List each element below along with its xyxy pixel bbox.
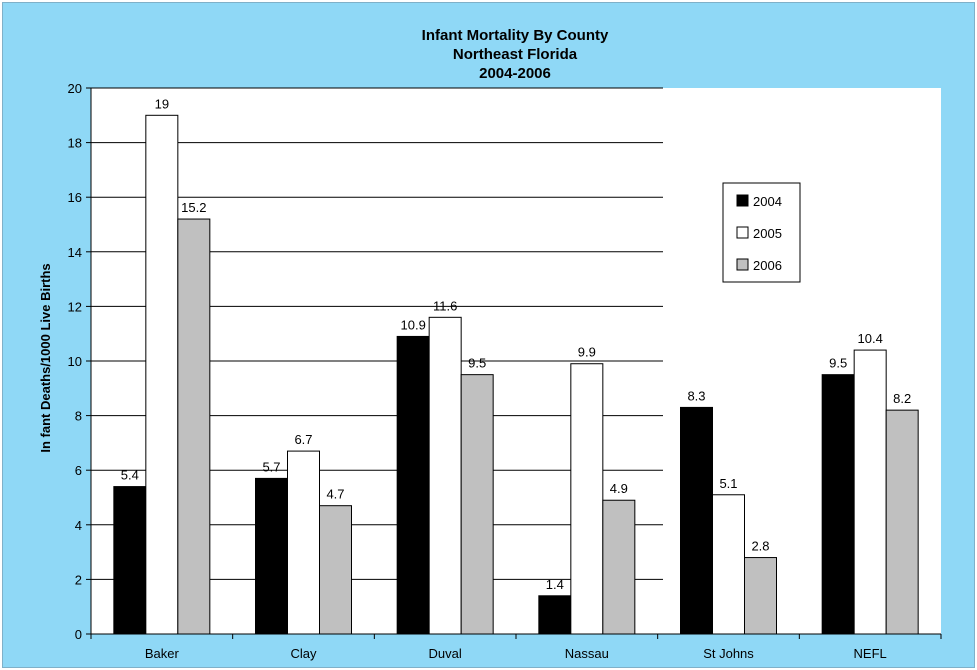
data-label: 1.4 xyxy=(546,577,564,592)
data-label: 10.9 xyxy=(401,317,426,332)
data-label: 6.7 xyxy=(294,432,312,447)
data-label: 8.2 xyxy=(893,391,911,406)
y-axis-title: In fant Deaths/1000 Live Births xyxy=(38,263,53,452)
legend-label: 2004 xyxy=(753,194,782,209)
bar-2006 xyxy=(744,557,777,635)
x-category-label: St Johns xyxy=(703,646,754,661)
infant-mortality-bar-chart: Infant Mortality By County Northeast Flo… xyxy=(38,27,942,661)
bar-2005 xyxy=(853,349,887,635)
legend-swatch xyxy=(736,258,749,271)
bar-2006 xyxy=(319,505,352,635)
y-tick-label: 10 xyxy=(68,354,82,369)
y-tick-label: 2 xyxy=(75,572,82,587)
bar-2005 xyxy=(712,494,745,635)
data-label: 5.4 xyxy=(121,468,139,483)
bar-2005 xyxy=(570,363,604,635)
y-tick-label: 8 xyxy=(75,409,82,424)
x-category-label: Clay xyxy=(290,646,317,661)
data-label: 4.9 xyxy=(610,481,628,496)
bar-2005 xyxy=(287,450,320,635)
x-category-label: NEFL xyxy=(854,646,887,661)
data-label: 5.7 xyxy=(262,459,280,474)
data-label: 19 xyxy=(155,96,169,111)
y-tick-label: 12 xyxy=(68,299,82,314)
bar-2004 xyxy=(113,486,147,635)
y-tick-label: 4 xyxy=(75,518,82,533)
x-category-label: Baker xyxy=(145,646,180,661)
plot-area: 0 2 4 6 8 10 12 14 16 18 20 5.4 19 15.2 Baker 5.7 6.7 4.7… xyxy=(68,81,942,661)
data-label: 15.2 xyxy=(181,200,206,215)
y-tick-label: 6 xyxy=(75,463,82,478)
data-label: 10.4 xyxy=(858,331,883,346)
bar-2004 xyxy=(821,374,855,635)
bar-2006 xyxy=(602,499,636,635)
bar-2006 xyxy=(885,409,919,635)
data-label: 11.6 xyxy=(433,298,457,313)
y-tick-label: 16 xyxy=(68,190,82,205)
legend-label: 2005 xyxy=(753,226,782,241)
x-category-label: Duval xyxy=(429,646,462,661)
y-tick-label: 14 xyxy=(68,245,82,260)
y-tick-label: 18 xyxy=(68,136,82,151)
chart-title-line-2: Northeast Florida xyxy=(453,46,578,63)
legend-box xyxy=(722,182,801,283)
bar-2004 xyxy=(538,595,572,635)
legend-swatch xyxy=(736,194,749,207)
data-label: 9.9 xyxy=(578,345,596,360)
bar-2004 xyxy=(396,335,430,635)
y-tick-label: 0 xyxy=(75,627,82,642)
data-label: 4.7 xyxy=(326,487,344,502)
bar-2006 xyxy=(460,374,494,635)
bar-2004 xyxy=(680,406,713,635)
chart-title-line-1: Infant Mortality By County xyxy=(422,27,609,44)
y-tick-label: 20 xyxy=(68,81,82,96)
data-label: 8.3 xyxy=(687,388,705,403)
bar-2004 xyxy=(255,477,288,635)
x-category-label: Nassau xyxy=(565,646,609,661)
bar-2005 xyxy=(428,316,462,635)
legend-swatch xyxy=(736,226,749,239)
legend: 2004 2005 2006 xyxy=(722,182,801,283)
data-label: 2.8 xyxy=(751,539,769,554)
chart-title-line-3: 2004-2006 xyxy=(479,65,551,82)
chart-title: Infant Mortality By County Northeast Flo… xyxy=(422,27,609,82)
data-label: 9.5 xyxy=(829,356,847,371)
legend-label: 2006 xyxy=(753,258,782,273)
bar-2006 xyxy=(177,218,211,635)
bar-2005 xyxy=(145,114,179,635)
data-label: 9.5 xyxy=(468,356,486,371)
data-label: 5.1 xyxy=(719,476,737,491)
